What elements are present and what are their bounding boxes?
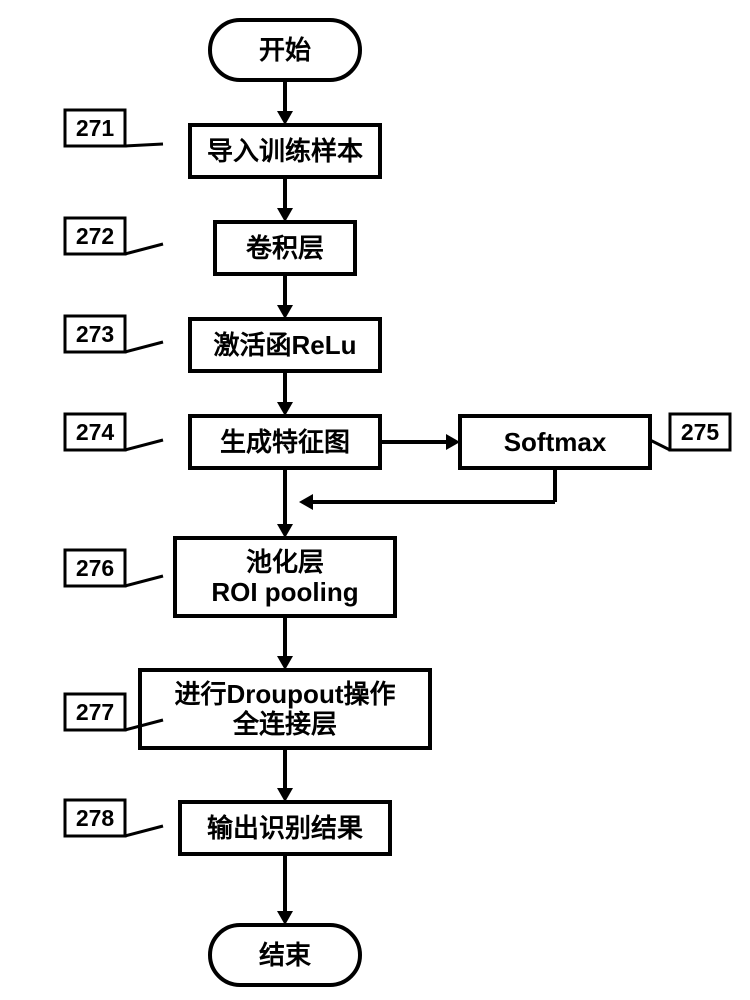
arrow-head <box>277 788 293 802</box>
process-box-text: 激活函ReLu <box>213 330 356 360</box>
process-box-text: 生成特征图 <box>220 427 350 457</box>
ref-leader <box>125 576 163 586</box>
ref-label-text: 274 <box>76 419 115 445</box>
ref-label-text: 277 <box>76 699 114 725</box>
ref-label-text: 278 <box>76 805 115 831</box>
process-box-text: 卷积层 <box>246 233 324 263</box>
process-box-text: 进行Droupout操作 <box>175 679 396 709</box>
arrow-head <box>277 111 293 125</box>
arrow-head <box>277 305 293 319</box>
terminal-label: 开始 <box>259 35 311 65</box>
arrow-head <box>299 494 313 510</box>
arrow-head <box>277 656 293 670</box>
process-box-text: 输出识别结果 <box>207 813 363 843</box>
process-box-text: ROI pooling <box>211 577 358 607</box>
terminal-label: 结束 <box>259 940 312 970</box>
process-box-text: Softmax <box>504 427 607 457</box>
ref-label-text: 275 <box>681 419 720 445</box>
ref-leader <box>125 342 163 352</box>
flowchart-svg: 开始结束 导入训练样本卷积层激活函ReLu 生成特征图 Softmax 池化层ROI p… <box>0 0 750 1000</box>
ref-label-text: 273 <box>76 321 114 347</box>
process-box-text: 池化层 <box>246 547 324 577</box>
arrow-head <box>277 911 293 925</box>
ref-leader <box>125 440 163 450</box>
ref-leader <box>125 826 163 836</box>
ref-leader <box>650 440 670 450</box>
arrow-head <box>446 434 460 450</box>
arrow-head <box>277 524 293 538</box>
process-box-text: 导入训练样本 <box>207 136 363 166</box>
process-box-text: 全连接层 <box>232 709 337 739</box>
arrow-head <box>277 208 293 222</box>
ref-label-text: 272 <box>76 223 114 249</box>
ref-leader <box>125 244 163 254</box>
ref-label-text: 276 <box>76 555 114 581</box>
arrow-head <box>277 402 293 416</box>
ref-label-text: 271 <box>76 115 115 141</box>
ref-leader <box>125 144 163 146</box>
